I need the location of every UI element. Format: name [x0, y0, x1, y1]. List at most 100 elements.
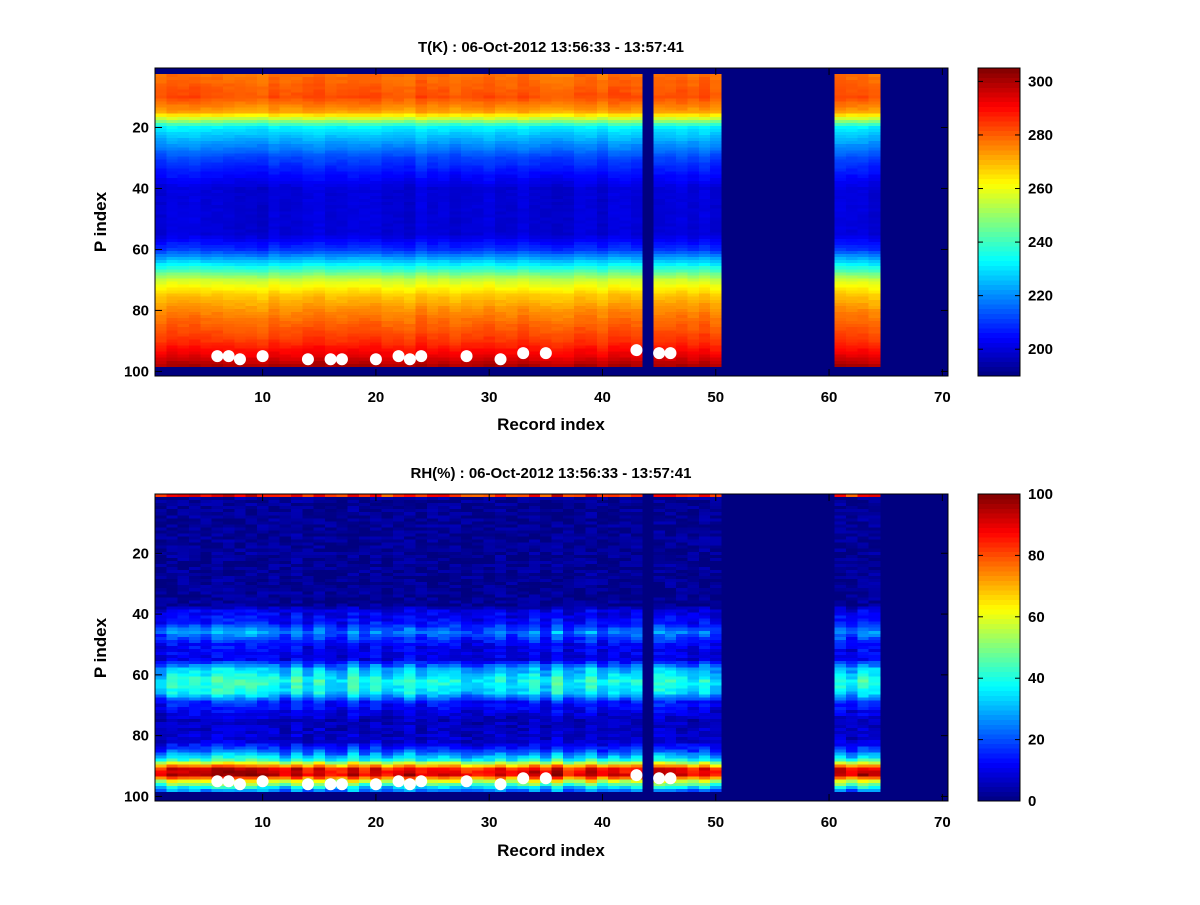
heatmap-cell — [562, 86, 575, 90]
heatmap-cell — [687, 162, 700, 166]
heatmap-cell — [381, 138, 394, 142]
heatmap-cell — [846, 232, 858, 237]
heatmap-cell — [404, 241, 416, 246]
heatmap-cell — [347, 186, 360, 191]
heatmap-cell — [313, 147, 326, 151]
heatmap-cell — [710, 98, 722, 102]
heatmap-cell — [562, 321, 575, 325]
heatmap-cell — [664, 217, 677, 221]
heatmap-cell — [188, 348, 201, 352]
heatmap-cell — [336, 211, 348, 215]
heatmap-cell — [177, 293, 190, 298]
heatmap-cell — [336, 199, 348, 203]
heatmap-cell — [653, 247, 666, 252]
heatmap-cell — [585, 254, 598, 258]
heatmap-cell — [608, 345, 620, 349]
heatmap-cell — [245, 324, 258, 328]
heatmap-cell — [698, 147, 711, 151]
heatmap-cell — [188, 147, 201, 151]
heatmap-cell — [551, 98, 564, 102]
heatmap-cell — [517, 153, 530, 157]
heatmap-cell — [608, 220, 620, 224]
heatmap-cell — [630, 107, 643, 111]
heatmap-cell — [857, 321, 869, 325]
heatmap-cell — [426, 144, 439, 148]
heatmap-cell — [834, 284, 847, 288]
heatmap-cell — [381, 281, 394, 285]
heatmap-cell — [279, 247, 292, 252]
heatmap-cell — [562, 318, 575, 322]
heatmap-cell — [562, 95, 575, 99]
heatmap-cell — [358, 354, 371, 358]
heatmap-cell — [472, 156, 484, 160]
heatmap-cell — [211, 287, 224, 291]
heatmap-cell — [268, 113, 280, 118]
heatmap-cell — [653, 336, 666, 340]
heatmap-cell — [245, 308, 258, 313]
heatmap-cell — [426, 217, 439, 221]
heatmap-cell — [370, 250, 382, 255]
heatmap-cell — [166, 186, 178, 191]
heatmap-cell — [528, 180, 541, 185]
heatmap-cell — [551, 217, 564, 221]
heatmap-cell — [313, 141, 326, 145]
heatmap-cell — [211, 311, 224, 316]
heatmap-cell — [177, 226, 190, 230]
heatmap-cell — [358, 80, 371, 84]
heatmap-cell — [392, 247, 405, 252]
heatmap-cell — [449, 247, 462, 252]
heatmap-cell — [268, 263, 280, 267]
heatmap-cell — [358, 321, 371, 325]
heatmap-cell — [517, 266, 530, 270]
heatmap-cell — [857, 125, 869, 130]
heatmap-cell — [245, 162, 258, 166]
heatmap-cell — [234, 305, 246, 310]
heatmap-cell — [370, 244, 382, 249]
heatmap-cell — [234, 141, 246, 145]
heatmap-cell — [313, 180, 326, 185]
heatmap-cell — [302, 110, 314, 115]
heatmap-cell — [245, 281, 258, 285]
heatmap-cell — [256, 244, 269, 249]
heatmap-cell — [358, 293, 371, 298]
heatmap-cell — [698, 296, 711, 301]
heatmap-cell — [846, 296, 858, 301]
heatmap-cell — [177, 284, 190, 288]
heatmap-cell — [245, 351, 258, 355]
heatmap-cell — [347, 275, 360, 279]
heatmap-cell — [381, 333, 394, 337]
heatmap-cell — [528, 318, 541, 322]
heatmap-cell — [494, 363, 507, 368]
heatmap-cell — [472, 113, 484, 118]
heatmap-cell — [313, 238, 326, 243]
heatmap-cell — [698, 357, 711, 362]
heatmap-cell — [438, 333, 450, 337]
heatmap-cell — [211, 144, 224, 148]
heatmap-cell — [404, 193, 416, 197]
heatmap-cell — [392, 74, 405, 78]
heatmap-cell — [551, 177, 564, 182]
heatmap-cell — [676, 281, 688, 285]
heatmap-cell — [551, 321, 564, 325]
heatmap-cell — [506, 205, 518, 209]
heatmap-cell — [460, 302, 473, 307]
heatmap-cell — [585, 211, 598, 215]
heatmap-cell — [528, 113, 541, 118]
heatmap-cell — [426, 321, 439, 325]
heatmap-cell — [460, 311, 473, 316]
heatmap-cell — [472, 351, 484, 355]
heatmap-cell — [324, 308, 337, 313]
heatmap-cell — [211, 223, 224, 227]
heatmap-cell — [256, 110, 269, 115]
heatmap-cell — [619, 351, 632, 355]
heatmap-cell — [392, 302, 405, 307]
heatmap-cell — [483, 92, 496, 96]
heatmap-cell — [834, 147, 847, 151]
heatmap-cell — [619, 211, 632, 215]
heatmap-cell — [574, 250, 586, 255]
heatmap-cell — [630, 116, 643, 121]
heatmap-cell — [155, 98, 167, 102]
heatmap-cell — [200, 238, 212, 243]
heatmap-cell — [222, 132, 235, 136]
heatmap-cell — [155, 339, 167, 343]
